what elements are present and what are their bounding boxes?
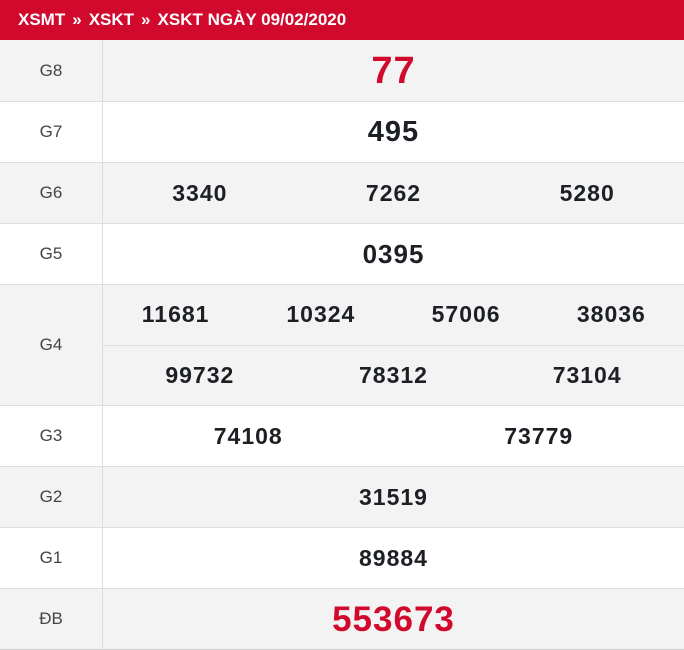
prize-label: ĐB bbox=[0, 589, 103, 649]
prize-label: G7 bbox=[0, 102, 103, 162]
prize-row-g2: G2 31519 bbox=[0, 466, 684, 527]
prize-row-g3: G3 74108 73779 bbox=[0, 405, 684, 466]
prize-number: 7262 bbox=[365, 179, 422, 206]
prize-number: 38036 bbox=[576, 301, 646, 328]
prize-label: G6 bbox=[0, 163, 103, 223]
breadcrumb-separator: » bbox=[141, 10, 151, 29]
prize-number: 553673 bbox=[332, 599, 455, 639]
prize-row-g1: G1 89884 bbox=[0, 527, 684, 588]
prize-number: 89884 bbox=[359, 544, 428, 571]
prize-row-g8: G8 77 bbox=[0, 40, 684, 101]
breadcrumb-separator: » bbox=[72, 10, 82, 29]
prize-number: 73104 bbox=[552, 361, 622, 388]
prize-number: 0395 bbox=[362, 239, 425, 269]
prize-number: 73779 bbox=[504, 422, 574, 449]
prize-label: G5 bbox=[0, 224, 103, 284]
prize-label: G1 bbox=[0, 528, 103, 588]
prize-row-db: ĐB 553673 bbox=[0, 588, 684, 649]
prize-number: 74108 bbox=[213, 422, 283, 449]
prize-row-g6: G6 3340 7262 5280 bbox=[0, 162, 684, 223]
prize-number: 31519 bbox=[359, 483, 428, 510]
results-table: G8 77 G7 495 G6 3340 7262 5280 bbox=[0, 40, 684, 650]
prize-row-g7: G7 495 bbox=[0, 101, 684, 162]
breadcrumb-link-xskt[interactable]: XSKT bbox=[88, 10, 135, 29]
prize-number: 78312 bbox=[359, 361, 428, 388]
breadcrumb: XSMT » XSKT » XSKT NGÀY 09/02/2020 bbox=[0, 0, 684, 40]
breadcrumb-link-xsmt[interactable]: XSMT bbox=[18, 10, 66, 29]
prize-label: G4 bbox=[0, 285, 103, 405]
prize-number: 11681 bbox=[141, 301, 210, 328]
prize-number: 10324 bbox=[286, 301, 356, 328]
prize-number: 57006 bbox=[431, 301, 501, 328]
prize-label: G2 bbox=[0, 467, 103, 527]
prize-number: 99732 bbox=[165, 361, 235, 388]
prize-row-g4: G4 11681 10324 57006 38036 99732 78312 7… bbox=[0, 284, 684, 405]
prize-row-g5: G5 0395 bbox=[0, 223, 684, 284]
prize-label: G3 bbox=[0, 406, 103, 466]
page-title: XSKT NGÀY 09/02/2020 bbox=[157, 10, 347, 29]
prize-label: G8 bbox=[0, 40, 103, 101]
prize-number: 77 bbox=[371, 49, 416, 92]
prize-number: 3340 bbox=[172, 179, 228, 206]
prize-number: 495 bbox=[367, 115, 420, 148]
prize-number: 5280 bbox=[559, 179, 615, 206]
